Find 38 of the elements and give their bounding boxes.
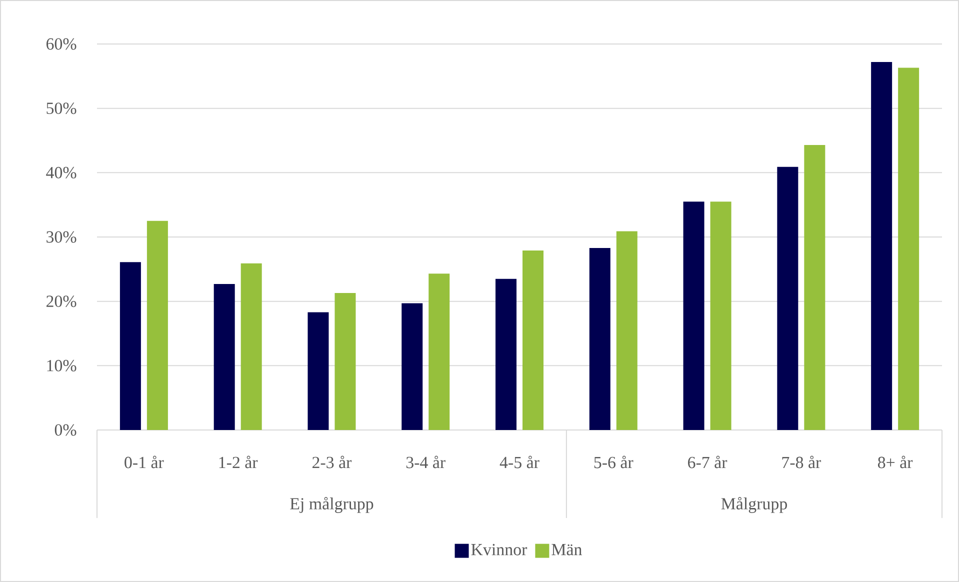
y-tick-label: 10% (47, 360, 76, 372)
x-tick-label: 5-6 år (594, 456, 634, 468)
text: Målgrupp (721, 497, 787, 513)
y-tick-label: 0% (54, 424, 76, 436)
y-tick-label: 30% (46, 231, 76, 243)
y-tick-label: 60% (46, 38, 76, 50)
bar (334, 292, 356, 430)
x-tick-label: 7-8 år (782, 456, 821, 468)
y-tick-label: 50% (46, 102, 76, 114)
y-tick-label: 40% (46, 166, 76, 178)
bar (777, 166, 798, 430)
x-tick-label: 4-5 år (500, 456, 540, 468)
legend-label: Kvinnor (471, 544, 528, 556)
bar (428, 274, 450, 430)
bar (710, 202, 732, 430)
x-tick-label: 1-2 år (219, 456, 258, 468)
x-tick-label: 3-4 år (406, 456, 446, 468)
bar (496, 278, 516, 430)
bar (308, 312, 329, 430)
legend-label: Män (552, 544, 582, 556)
bar (804, 145, 826, 430)
bar (522, 250, 544, 430)
x-tick-label: 0-1 år (124, 456, 164, 468)
x-tick-label: 2-3 år (312, 456, 352, 468)
x-tick-label: 6-7 år (688, 456, 728, 468)
bar (240, 263, 262, 430)
bar (214, 284, 235, 430)
bar (402, 303, 423, 430)
text: Ej målgrupp (290, 497, 374, 513)
bar (871, 62, 892, 430)
bar (589, 248, 610, 430)
bar (616, 231, 638, 430)
y-tick-label: 20% (46, 296, 76, 308)
bar (683, 202, 704, 430)
bar (146, 220, 168, 430)
bar (898, 68, 920, 430)
x-tick-label: 8+ år (878, 456, 913, 468)
bar (120, 262, 141, 430)
